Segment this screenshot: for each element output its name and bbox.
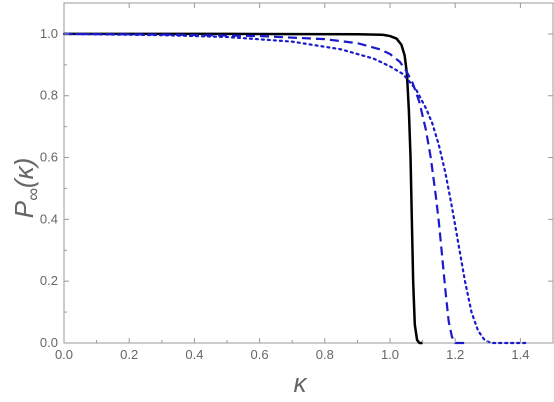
y-tick-label-0: 0.0 bbox=[40, 335, 58, 350]
series-dotted-line bbox=[62, 32, 529, 345]
y-tick-label-5: 1.0 bbox=[40, 26, 58, 41]
axis-ticks bbox=[63, 2, 554, 344]
x-tick-label-6: 1.2 bbox=[446, 347, 464, 362]
x-tick-label-0: 0.0 bbox=[55, 347, 73, 362]
y-tick-label-4: 0.8 bbox=[40, 88, 58, 103]
y-axis-title-main: P bbox=[9, 200, 39, 218]
x-tick-label-4: 0.8 bbox=[316, 347, 334, 362]
x-tick-label-2: 0.4 bbox=[185, 347, 203, 362]
series-dashed-line bbox=[63, 32, 465, 345]
y-tick-label-1: 0.2 bbox=[40, 273, 58, 288]
x-tick-label-5: 1.0 bbox=[381, 347, 399, 362]
y-axis-title-subscript: ∞ bbox=[23, 188, 43, 201]
x-tick-label-3: 0.6 bbox=[251, 347, 269, 362]
x-axis-title: κ bbox=[294, 368, 309, 398]
y-axis-title-argument: (κ) bbox=[9, 158, 39, 188]
y-tick-label-2: 0.4 bbox=[40, 211, 58, 226]
tick-labels: 0.0 0.2 0.4 0.6 0.8 1.0 1.2 1.4 0.0 0.2 0.4 0.6 0.8 1… bbox=[40, 26, 530, 362]
x-tick-label-7: 1.4 bbox=[511, 347, 529, 362]
y-axis-title: P∞(κ) bbox=[9, 158, 43, 219]
plot-border bbox=[63, 2, 554, 344]
x-tick-label-1: 0.2 bbox=[120, 347, 138, 362]
series-solid-line bbox=[64, 32, 423, 345]
plot-frame bbox=[63, 2, 554, 344]
data-curves bbox=[62, 32, 529, 345]
y-tick-label-3: 0.6 bbox=[40, 150, 58, 165]
